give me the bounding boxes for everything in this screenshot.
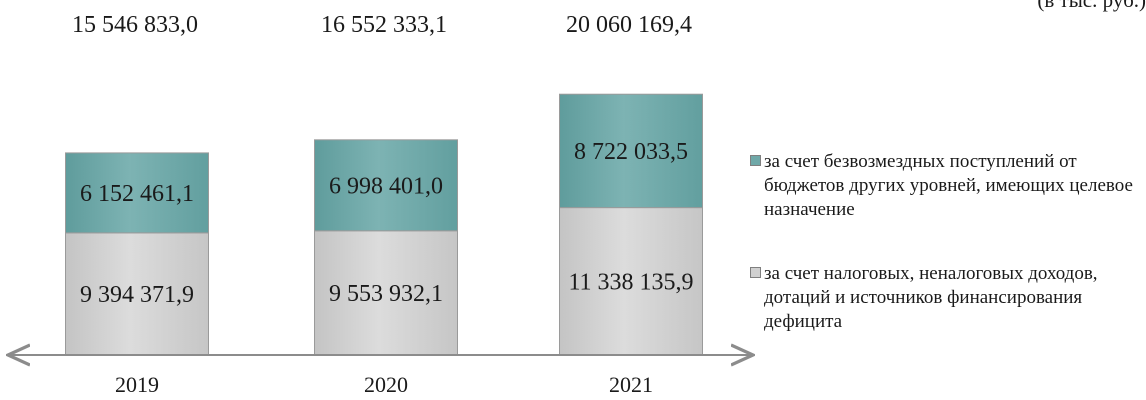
data-label-grants-2019: 6 152 461,1 xyxy=(80,181,194,207)
x-tick-label-2021: 2021 xyxy=(609,372,653,397)
total-label-2019: 15 546 833,0 xyxy=(72,12,198,38)
bar-own-revenue-2021 xyxy=(559,207,703,356)
data-label-grants-2020: 6 998 401,0 xyxy=(329,173,443,199)
legend-item-grants: за счет безвозмездных поступлений от бюд… xyxy=(750,150,1146,222)
bar-own-revenue-2019 xyxy=(65,232,209,356)
legend-swatch-own-revenue xyxy=(750,267,761,278)
x-tick-label-2020: 2020 xyxy=(364,372,408,397)
x-tick-label-2019: 2019 xyxy=(115,372,159,397)
legend-label-own-revenue: за счет налоговых, неналоговых доходов, … xyxy=(764,263,1098,332)
stacked-bar-chart: 9 394 371,9 6 152 461,1 15 546 833,0 2019 9 … xyxy=(0,12,760,397)
data-label-grants-2021: 8 722 033,5 xyxy=(574,139,688,165)
legend-swatch-grants xyxy=(750,155,761,166)
bar-grants-2021 xyxy=(559,93,703,209)
bar-grants-2019 xyxy=(65,152,209,234)
data-label-own-revenue-2021: 11 338 135,9 xyxy=(568,269,693,295)
legend-label-grants: за счет безвозмездных поступлений от бюд… xyxy=(764,151,1133,220)
total-label-2021: 20 060 169,4 xyxy=(566,12,692,38)
total-label-2020: 16 552 333,1 xyxy=(321,12,447,38)
data-label-own-revenue-2020: 9 553 932,1 xyxy=(329,281,443,307)
data-label-own-revenue-2019: 9 394 371,9 xyxy=(80,282,194,308)
legend-item-own-revenue: за счет налоговых, неналоговых доходов, … xyxy=(750,262,1146,334)
bar-grants-2020 xyxy=(314,139,458,232)
units-label: (в тыс. руб.) xyxy=(1037,0,1146,12)
